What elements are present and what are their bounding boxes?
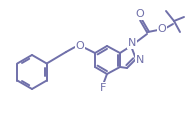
Text: N: N bbox=[136, 55, 144, 65]
Text: N: N bbox=[128, 38, 136, 48]
Text: F: F bbox=[100, 83, 106, 93]
Text: O: O bbox=[158, 24, 166, 34]
Text: O: O bbox=[136, 9, 144, 19]
Text: O: O bbox=[76, 41, 84, 51]
